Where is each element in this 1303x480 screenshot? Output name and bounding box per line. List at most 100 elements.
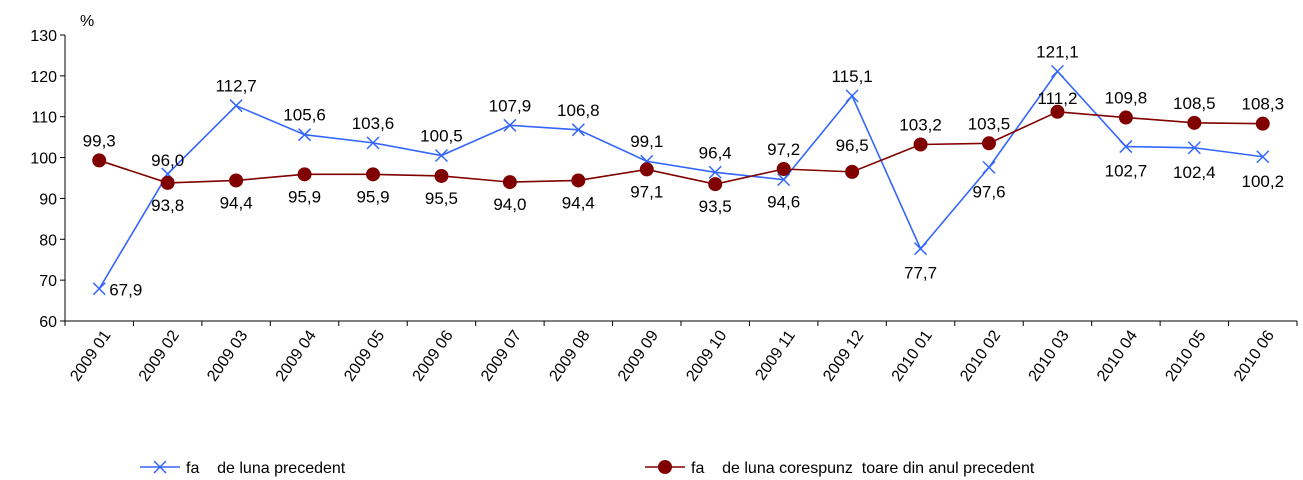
- legend-label: fa de luna corespunz toare din anul prec…: [691, 460, 1035, 477]
- data-label: 103,2: [899, 115, 942, 134]
- x-tick-label: 2009 11: [753, 327, 799, 383]
- series-2-point: [502, 175, 517, 190]
- series-2-point: [1118, 110, 1133, 125]
- data-label: 97,1: [630, 182, 663, 201]
- x-tick-label: 2009 08: [547, 327, 594, 384]
- series-1-point: [92, 282, 106, 296]
- data-label: 115,1: [831, 67, 872, 86]
- legend-label: fa de luna precedent: [186, 460, 346, 477]
- series-1-point: [298, 128, 312, 142]
- x-tick-label: 2010 02: [957, 327, 1004, 384]
- series-2-point: [229, 173, 244, 188]
- series-layer: [92, 64, 1270, 296]
- data-label: 94,0: [493, 195, 526, 214]
- data-label: 77,7: [904, 264, 937, 283]
- series-1-point: [845, 89, 859, 103]
- x-tick-label: 2009 01: [67, 327, 114, 384]
- series-2-point: [92, 153, 107, 168]
- data-label: 67,9: [109, 281, 142, 300]
- series-2-point: [776, 162, 791, 177]
- series-2-point: [913, 137, 928, 152]
- series-1-point: [1256, 150, 1270, 164]
- x-tick-label: 2009 03: [204, 327, 251, 384]
- x-tick-label: 2009 07: [478, 327, 525, 384]
- data-label: 108,3: [1242, 95, 1285, 114]
- series-2-point: [982, 136, 996, 151]
- y-tick-label: 60: [39, 314, 57, 331]
- y-tick-label: 70: [39, 273, 57, 290]
- x-tick-label: 2010 03: [1026, 327, 1073, 384]
- y-tick-label: 120: [30, 69, 57, 86]
- series-1-point: [434, 148, 448, 163]
- y-tick-label: 110: [31, 110, 57, 127]
- series-1-point: [982, 160, 996, 174]
- data-label: 95,9: [356, 187, 389, 206]
- series-1-point: [914, 242, 928, 256]
- x-tick-label: 2009 10: [683, 327, 730, 384]
- data-label: 107,9: [489, 96, 532, 115]
- series-1-point: [1119, 140, 1133, 154]
- x-tick-label: 2010 04: [1094, 327, 1141, 384]
- x-tick-label: 2009 09: [615, 327, 662, 384]
- legend: fa de luna precedent fa de luna corespunz…: [140, 460, 1035, 477]
- data-label: 102,4: [1173, 163, 1216, 182]
- y-tick-label: 130: [30, 28, 57, 45]
- data-label: 95,9: [288, 187, 321, 206]
- data-labels: 67,9 96,0 112,7 105,6 103,6 100,5 107,9 106,8 99…: [83, 42, 1284, 299]
- series-1-point: [571, 123, 585, 137]
- data-label: 102,7: [1105, 162, 1148, 181]
- data-label: 97,2: [767, 140, 800, 159]
- legend-item-2: fa de luna corespunz toare din anul prec…: [645, 460, 1035, 477]
- data-label: 105,6: [283, 106, 326, 125]
- series-2-point: [160, 175, 175, 190]
- series-1-point: [1050, 64, 1064, 78]
- series-1-point: [503, 118, 517, 132]
- data-label: 103,5: [968, 114, 1011, 133]
- data-label: 96,4: [699, 143, 732, 162]
- data-label: 106,8: [557, 101, 600, 120]
- series-line-2: [98, 110, 1263, 185]
- series-1-point: [777, 173, 791, 187]
- x-tick-label: 2009 12: [820, 327, 867, 384]
- legend-item-1: fa de luna precedent: [140, 460, 346, 477]
- series-2-point: [708, 177, 723, 192]
- series-2-point: [434, 168, 449, 183]
- data-label: 94,4: [220, 193, 253, 212]
- y-tick-label: 100: [30, 151, 57, 168]
- data-label: 112,7: [215, 77, 256, 96]
- legend-marker-1: [153, 460, 167, 474]
- x-tick-label: 2010 06: [1231, 327, 1278, 384]
- series-1-point: [1187, 141, 1201, 155]
- data-label: 95,5: [425, 189, 458, 208]
- y-tick-label: 90: [39, 191, 57, 208]
- data-label: 94,6: [767, 193, 800, 212]
- data-label: 109,8: [1105, 89, 1148, 108]
- data-label: 99,3: [83, 131, 116, 150]
- series-2-point: [845, 164, 860, 179]
- data-label: 97,6: [972, 182, 1005, 201]
- series-2-point: [1050, 104, 1065, 119]
- x-tick-label: 2009 02: [136, 327, 183, 384]
- data-label: 100,5: [420, 127, 463, 146]
- x-tick-label: 2009 04: [273, 327, 320, 384]
- x-tick-label: 2010 01: [889, 327, 936, 384]
- series-2-point: [639, 162, 654, 177]
- data-label: 100,2: [1242, 172, 1285, 191]
- legend-marker-2: [658, 460, 672, 474]
- data-label: 103,6: [352, 114, 395, 133]
- series-2-point: [1255, 116, 1270, 131]
- series-2-point: [571, 173, 586, 188]
- series-2-point: [1187, 115, 1202, 130]
- x-tick-label: 2010 05: [1163, 327, 1210, 384]
- data-label: 108,5: [1173, 94, 1216, 113]
- x-tick-label: 2009 06: [410, 327, 457, 384]
- series-2-point: [297, 167, 312, 182]
- data-label: 111,2: [1037, 89, 1077, 108]
- data-label: 96,0: [151, 151, 184, 170]
- series-1-point: [708, 165, 722, 179]
- data-label: 96,5: [836, 136, 869, 155]
- y-unit-label: %: [80, 13, 94, 30]
- data-label: 93,8: [151, 196, 184, 215]
- data-label: 121,1: [1036, 42, 1079, 61]
